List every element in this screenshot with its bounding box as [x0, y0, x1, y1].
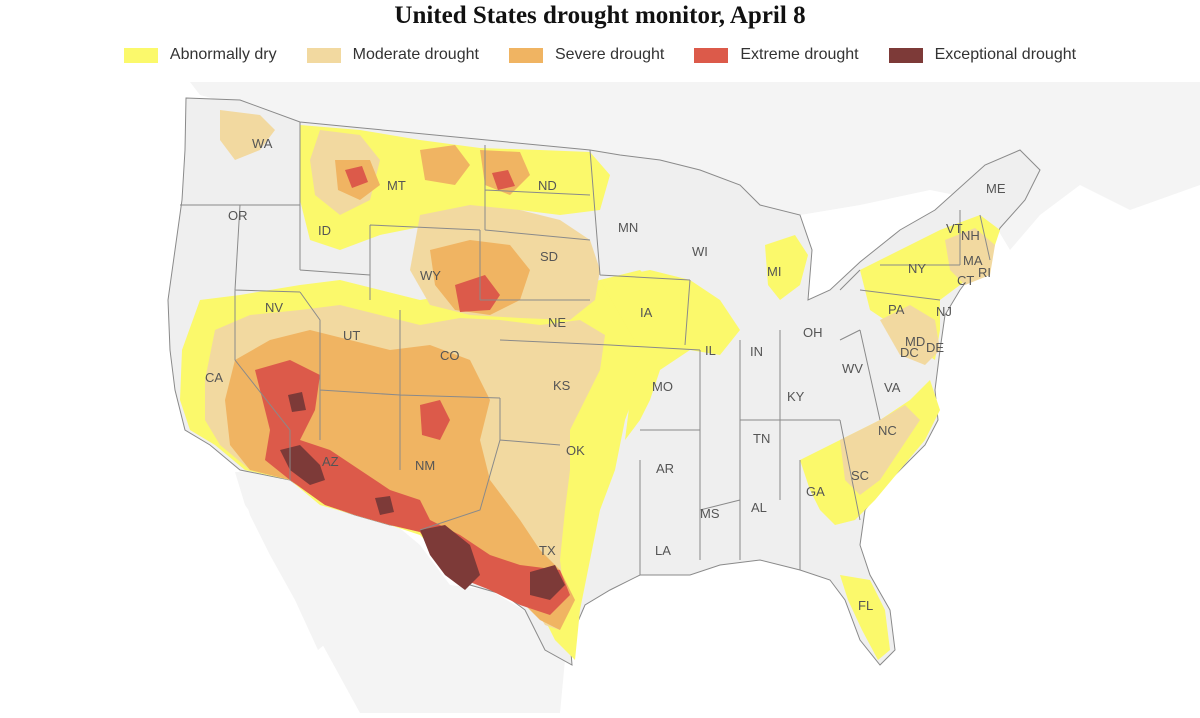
- moderate-drought-carolinas: [840, 405, 920, 495]
- state-label-dc: DC: [900, 345, 919, 360]
- exceptional-drought-nevada: [288, 392, 306, 412]
- state-label-md: MD: [905, 334, 925, 349]
- state-label-de: DE: [926, 340, 944, 355]
- severe-drought-montana-north: [420, 145, 470, 185]
- state-label-mi: MI: [767, 264, 781, 279]
- state-label-oh: OH: [803, 325, 823, 340]
- state-label-sc: SC: [851, 468, 869, 483]
- state-label-ky: KY: [787, 389, 805, 404]
- state-label-ct: CT: [957, 273, 974, 288]
- state-label-nc: NC: [878, 423, 897, 438]
- state-label-pa: PA: [888, 302, 905, 317]
- state-label-wv: WV: [842, 361, 863, 376]
- state-label-ma: MA: [963, 253, 983, 268]
- exceptional-drought-new-mexico: [375, 496, 394, 515]
- state-label-in: IN: [750, 344, 763, 359]
- state-label-il: IL: [705, 343, 716, 358]
- legend-swatch: [306, 47, 341, 63]
- moderate-drought-washington: [220, 110, 275, 160]
- state-label-ok: OK: [566, 443, 585, 458]
- state-label-ca: CA: [205, 370, 223, 385]
- legend-item-exceptional-drought: Exceptional drought: [888, 46, 1077, 64]
- exceptional-drought-texas: [420, 525, 480, 590]
- state-label-vt: VT: [946, 221, 963, 236]
- extreme-drought-new-mexico: [420, 400, 450, 440]
- legend-swatch: [694, 47, 729, 63]
- state-label-mn: MN: [618, 220, 638, 235]
- legend-swatch: [508, 47, 543, 63]
- state-label-nm: NM: [415, 458, 435, 473]
- legend-item-moderate-drought: Moderate drought: [306, 46, 479, 64]
- state-label-ia: IA: [640, 305, 653, 320]
- state-labels: WA OR CA ID NV MT WY UT AZ CO NM ND SD N…: [205, 136, 1006, 613]
- drought-map[interactable]: WA OR CA ID NV MT WY UT AZ CO NM ND SD N…: [0, 82, 1200, 713]
- abnormally-dry-north: [300, 125, 610, 250]
- legend-item-abnormally-dry: Abnormally dry: [123, 46, 277, 64]
- legend-swatch: [123, 47, 158, 63]
- state-label-wi: WI: [692, 244, 708, 259]
- extreme-drought-north-dakota: [492, 170, 515, 190]
- state-label-tx: TX: [539, 543, 556, 558]
- state-label-ne: NE: [548, 315, 566, 330]
- state-label-wa: WA: [252, 136, 273, 151]
- state-label-la: LA: [655, 543, 671, 558]
- state-label-nv: NV: [265, 300, 283, 315]
- legend-label: Extreme drought: [740, 46, 859, 63]
- state-label-me: ME: [986, 181, 1006, 196]
- moderate-drought-new-england: [945, 228, 995, 285]
- legend-item-severe-drought: Severe drought: [508, 46, 665, 64]
- state-label-va: VA: [884, 380, 901, 395]
- map-svg[interactable]: WA OR CA ID NV MT WY UT AZ CO NM ND SD N…: [0, 82, 1200, 713]
- drought-layers: [180, 110, 1000, 660]
- state-label-al: AL: [751, 500, 767, 515]
- state-label-mo: MO: [652, 379, 673, 394]
- state-label-tn: TN: [753, 431, 770, 446]
- exceptional-drought-south-texas: [530, 565, 565, 600]
- state-label-sd: SD: [540, 249, 558, 264]
- state-label-mt: MT: [387, 178, 406, 193]
- state-label-ny: NY: [908, 261, 926, 276]
- extreme-drought-wyoming: [455, 275, 500, 312]
- state-label-nj: NJ: [936, 304, 952, 319]
- state-label-ut: UT: [343, 328, 360, 343]
- state-label-or: OR: [228, 208, 248, 223]
- state-label-ms: MS: [700, 506, 720, 521]
- page-title: United States drought monitor, April 8: [394, 2, 806, 29]
- state-label-ar: AR: [656, 461, 674, 476]
- state-label-nh: NH: [961, 228, 980, 243]
- exceptional-drought-arizona: [280, 445, 325, 485]
- border-lines: [180, 122, 991, 575]
- state-label-nd: ND: [538, 178, 557, 193]
- legend-label: Abnormally dry: [169, 46, 277, 63]
- state-label-fl: FL: [858, 598, 873, 613]
- state-borders: [180, 122, 991, 575]
- legend-swatch: [888, 47, 923, 63]
- state-label-id: ID: [318, 223, 331, 238]
- abnormally-dry-florida: [840, 575, 890, 660]
- state-label-ks: KS: [553, 378, 571, 393]
- canada-landmass: [190, 82, 1200, 250]
- legend-label: Moderate drought: [352, 46, 479, 63]
- state-label-ri: RI: [978, 265, 991, 280]
- state-label-co: CO: [440, 348, 460, 363]
- legend-label: Severe drought: [554, 46, 665, 63]
- legend: Abnormally dry Moderate drought Severe d…: [0, 46, 1200, 64]
- abnormally-dry-midwest: [600, 270, 740, 440]
- state-label-ga: GA: [806, 484, 825, 499]
- abnormally-dry-michigan: [765, 235, 808, 300]
- legend-label: Exceptional drought: [934, 46, 1077, 63]
- mexico-landmass: [235, 470, 565, 713]
- state-label-az: AZ: [322, 454, 339, 469]
- extreme-drought-montana: [345, 166, 368, 188]
- state-label-wy: WY: [420, 268, 441, 283]
- moderate-drought-mid-atlantic: [880, 305, 940, 365]
- legend-item-extreme-drought: Extreme drought: [694, 46, 859, 64]
- baja-california: [238, 478, 330, 650]
